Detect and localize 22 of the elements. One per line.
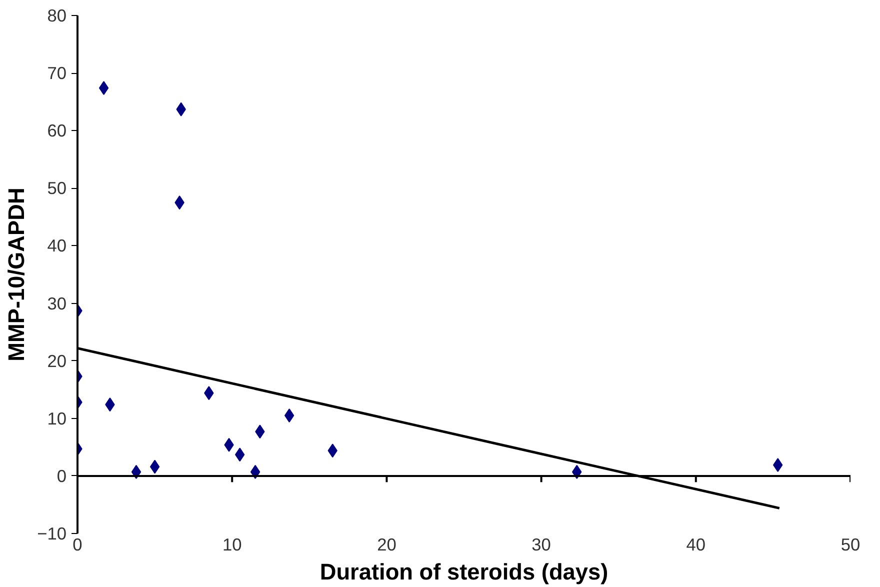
x-tick-label: 30 xyxy=(532,534,551,554)
y-tick-label: 0 xyxy=(56,466,67,486)
x-tick-label: 20 xyxy=(377,534,396,554)
point xyxy=(234,448,245,462)
y-tick-label: 80 xyxy=(47,6,67,26)
y-tick-label: 50 xyxy=(47,178,67,198)
y-tick-label: 40 xyxy=(47,236,67,256)
y-axis-title: MMP-10/GAPDH xyxy=(3,188,30,362)
y-tick-label: 30 xyxy=(47,293,67,314)
point xyxy=(284,408,294,423)
point xyxy=(98,81,109,96)
x-tick-label: 50 xyxy=(840,534,860,554)
y-tick-label: 10 xyxy=(47,408,67,428)
point xyxy=(150,460,160,474)
x-tick-label: 40 xyxy=(686,534,706,554)
y-tick-label: −10 xyxy=(37,524,67,544)
x-tick-label: 10 xyxy=(222,534,242,554)
x-axis-title: Duration of steroids (days) xyxy=(320,558,608,584)
y-tick-label: 60 xyxy=(47,120,67,141)
y-tick-label: 20 xyxy=(47,350,67,371)
y-tick-label: 70 xyxy=(47,63,67,84)
x-tick-label: 0 xyxy=(72,534,82,554)
